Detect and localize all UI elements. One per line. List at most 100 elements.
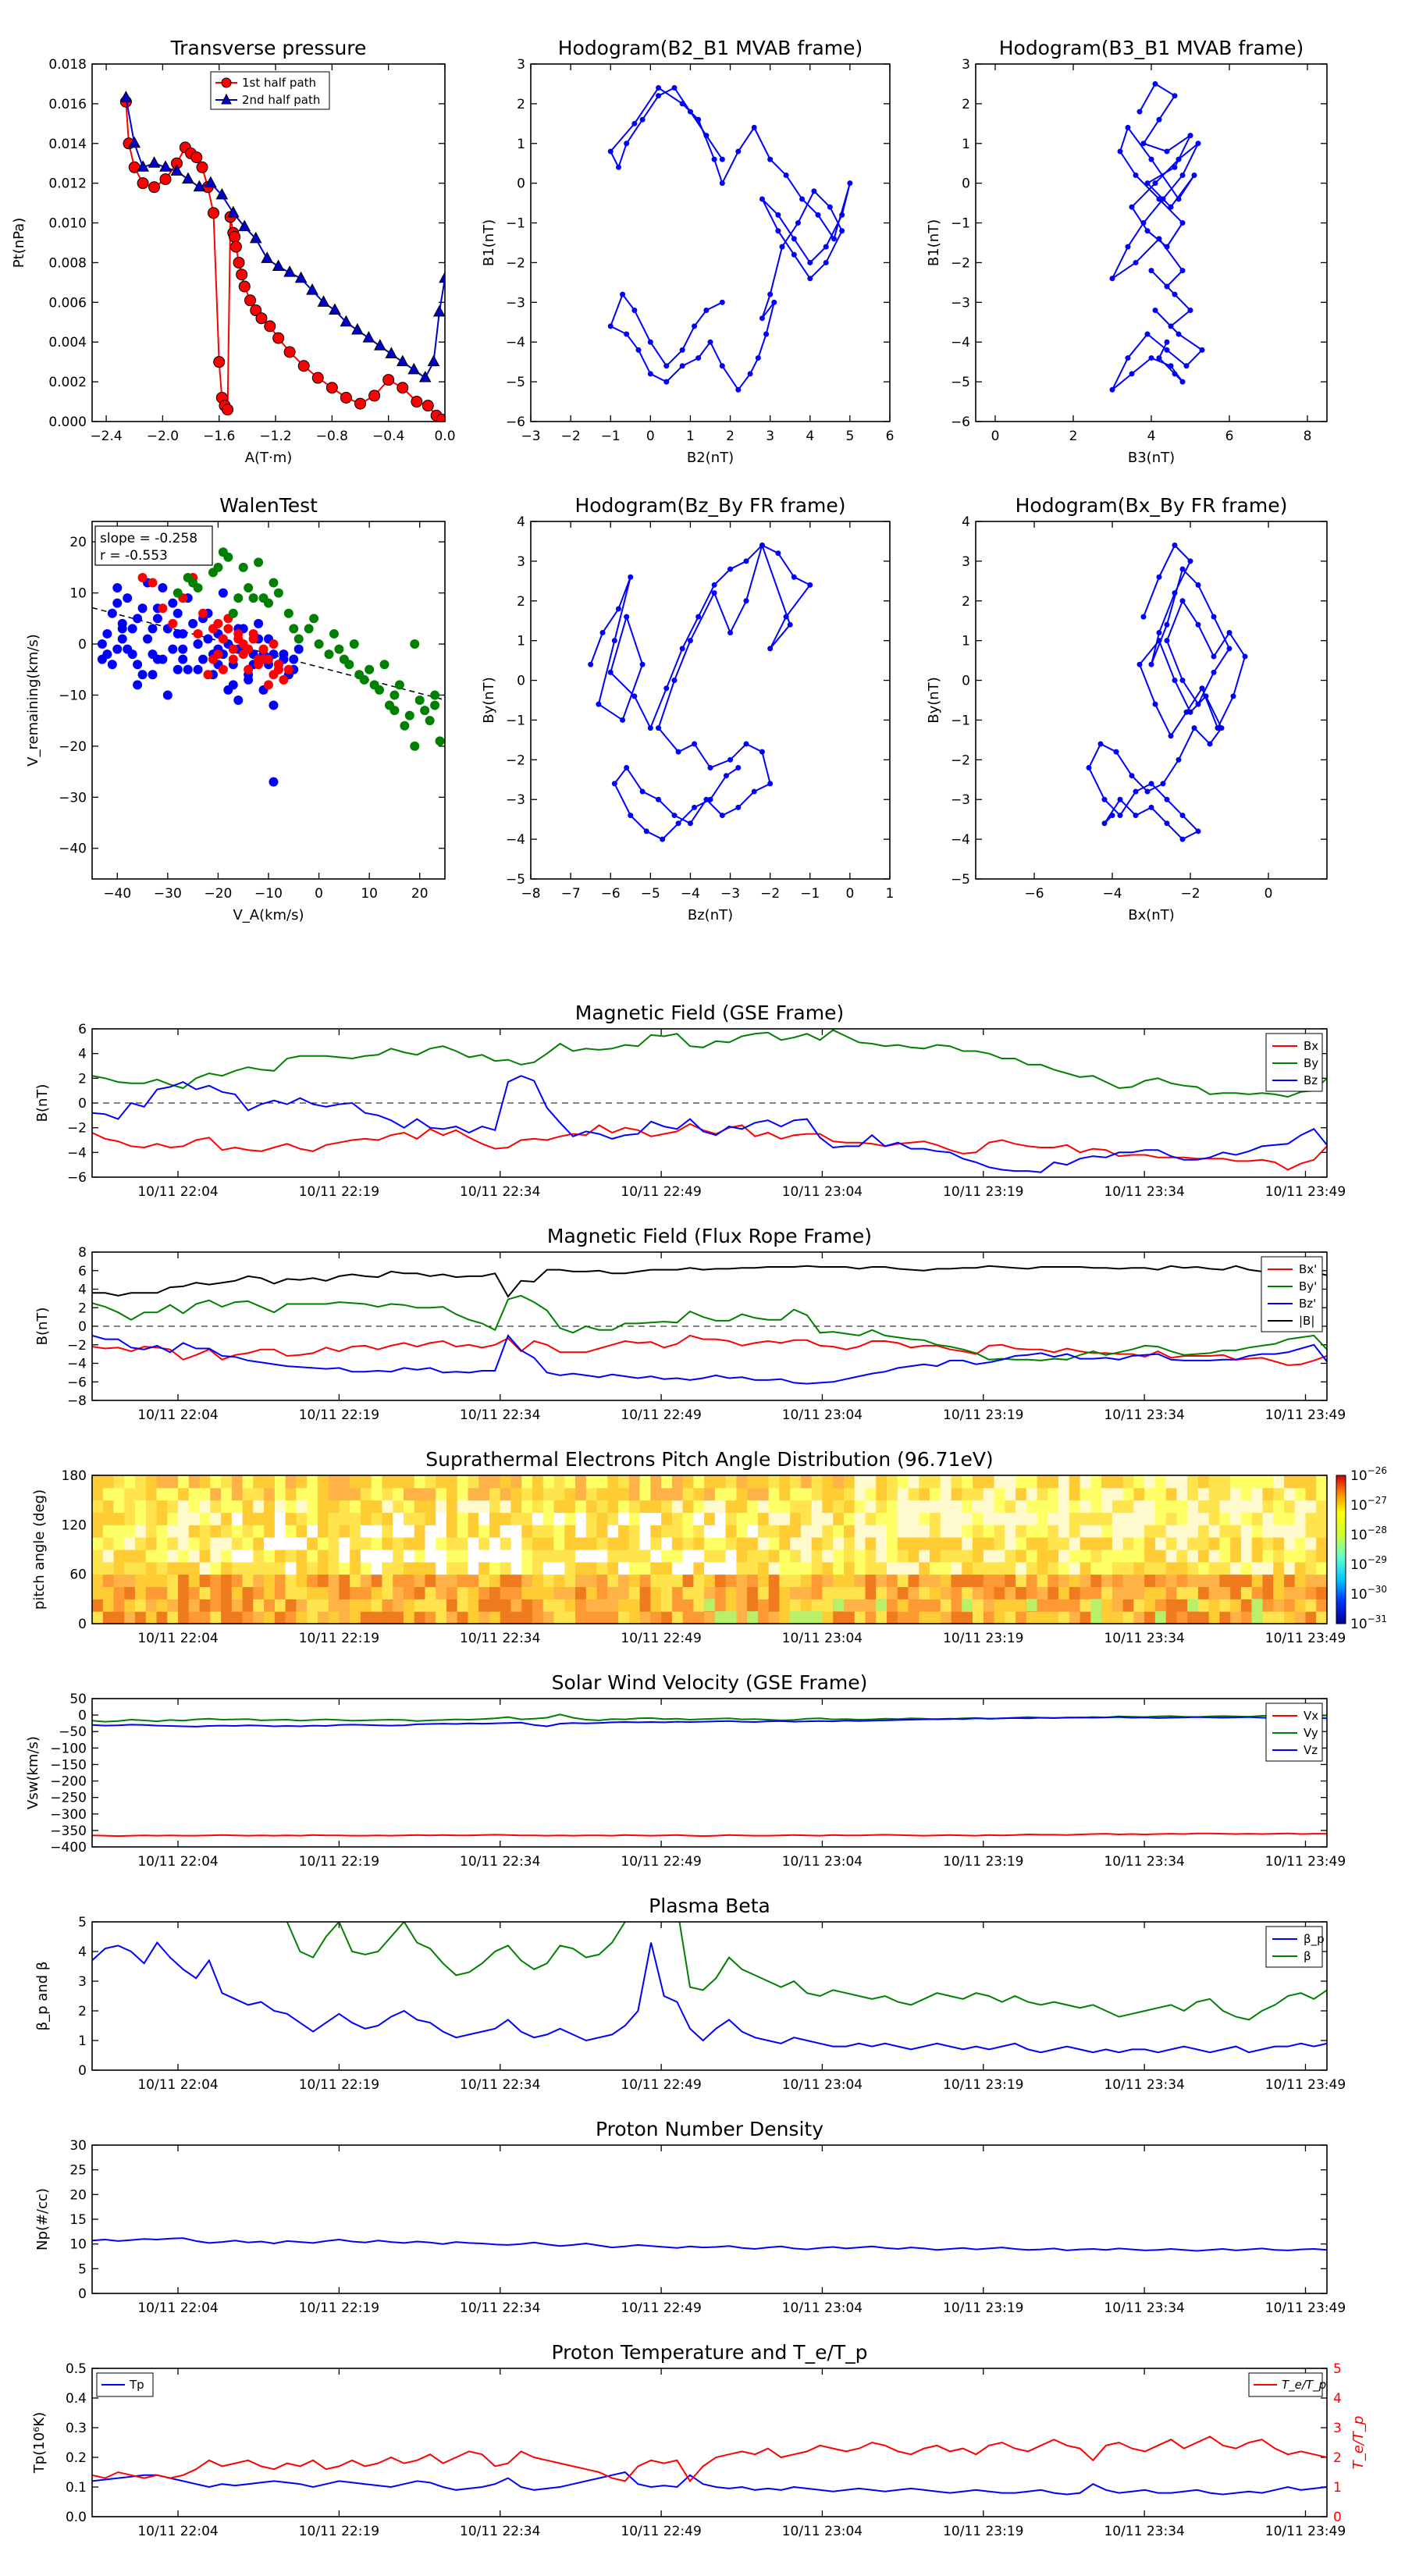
heatmap-cell	[779, 1587, 790, 1599]
heatmap-cell	[210, 1513, 221, 1525]
scatter-point	[168, 645, 177, 654]
panel-transverse-pressure: Transverse pressure0.0000.0020.0040.0060…	[11, 37, 456, 466]
heatmap-cell	[704, 1611, 715, 1624]
heatmap-cell	[866, 1475, 877, 1488]
heatmap-cell	[436, 1475, 446, 1488]
heatmap-cell	[909, 1537, 919, 1550]
scatter-point	[194, 639, 203, 649]
heatmap-cell	[135, 1513, 146, 1525]
heatmap-cell	[564, 1475, 575, 1488]
x-tick-label: −4	[681, 886, 700, 902]
heatmap-cell	[1198, 1562, 1209, 1574]
y-tick-label: 1	[962, 137, 970, 152]
scatter-point	[173, 589, 183, 598]
heatmap-cell	[200, 1599, 211, 1611]
heatmap-cell	[1263, 1599, 1274, 1611]
heatmap-cell	[339, 1587, 350, 1599]
heatmap-cell	[275, 1525, 286, 1537]
heatmap-cell	[167, 1475, 178, 1488]
y-tick-label: −50	[59, 1724, 87, 1740]
heatmap-cell	[146, 1513, 157, 1525]
heatmap-cell	[232, 1587, 243, 1599]
heatmap-cell	[468, 1574, 479, 1587]
x-axis-label: Bx(nT)	[1128, 907, 1174, 923]
hodogram-point	[1165, 283, 1170, 289]
heatmap-cell	[1316, 1513, 1327, 1525]
heatmap-cell	[683, 1488, 694, 1500]
x-tick-label: 10/11 23:34	[1104, 1184, 1184, 1200]
heatmap-cell	[769, 1525, 780, 1537]
scatter-point	[153, 614, 162, 623]
series-line	[92, 2472, 1327, 2495]
heatmap-cell	[1252, 1513, 1263, 1525]
heatmap-cell	[704, 1525, 715, 1537]
heatmap-cell	[414, 1513, 425, 1525]
heatmap-cell	[500, 1611, 511, 1624]
scatter-point	[229, 609, 238, 618]
scatter-point	[389, 690, 399, 699]
y-tick-label: 0.004	[48, 335, 87, 350]
hodogram-point	[1165, 347, 1170, 353]
y-axis-label: B(nT)	[34, 1084, 51, 1123]
legend-label: |B|	[1299, 1314, 1314, 1328]
heatmap-cell	[393, 1599, 404, 1611]
heatmap-cell	[543, 1488, 554, 1500]
x-tick-label: 10/11 23:49	[1265, 1184, 1346, 1200]
x-axis-label: V_A(km/s)	[233, 907, 304, 923]
heatmap-cell	[844, 1574, 855, 1587]
heatmap-cell	[1316, 1537, 1327, 1550]
hodogram-point	[1196, 828, 1201, 834]
heatmap-cell	[414, 1587, 425, 1599]
y-tick-label: −6	[951, 415, 970, 430]
heatmap-cell	[790, 1611, 801, 1624]
scatter-point	[233, 634, 243, 643]
hodogram-point	[823, 260, 829, 265]
heatmap-cell	[1069, 1537, 1080, 1550]
x-tick-label: 8	[1304, 429, 1312, 444]
heatmap-cell	[672, 1475, 683, 1488]
scatter-point	[178, 645, 187, 654]
heatmap-cell	[1187, 1574, 1198, 1587]
heatmap-cell	[1144, 1475, 1155, 1488]
data-point	[408, 364, 419, 374]
heatmap-cell	[103, 1500, 114, 1513]
heatmap-cell	[1198, 1599, 1209, 1611]
heatmap-cell	[296, 1525, 307, 1537]
heatmap-cell	[243, 1587, 254, 1599]
heatmap-cell	[597, 1525, 608, 1537]
heatmap-cell	[253, 1537, 264, 1550]
heatmap-cell	[994, 1574, 1005, 1587]
x-tick-label: −7	[561, 886, 581, 902]
heatmap-cell	[1080, 1599, 1091, 1611]
heatmap-cell	[650, 1500, 661, 1513]
heatmap-cell	[167, 1587, 178, 1599]
heatmap-cell	[790, 1537, 801, 1550]
y-tick-label: −4	[506, 335, 525, 350]
scatter-point	[233, 593, 243, 603]
scatter-point	[239, 563, 248, 572]
y-tick-label: −1	[506, 713, 525, 728]
heatmap-cell	[521, 1475, 532, 1488]
heatmap-cell	[554, 1550, 565, 1562]
axes-frame	[92, 2368, 1327, 2517]
heatmap-cell	[92, 1475, 103, 1488]
heatmap-cell	[941, 1537, 951, 1550]
heatmap-cell	[382, 1513, 393, 1525]
heatmap-cell	[478, 1537, 489, 1550]
heatmap-cell	[1155, 1537, 1166, 1550]
heatmap-cell	[683, 1525, 694, 1537]
panel-hodogram-b2-b1: Hodogram(B2_B1 MVAB frame)−6−5−4−3−2−101…	[481, 37, 894, 466]
heatmap-cell	[157, 1525, 168, 1537]
chart-title: Hodogram(B3_B1 MVAB frame)	[999, 37, 1304, 59]
x-tick-label: 10/11 23:04	[782, 2077, 863, 2093]
y-tick-label: −3	[506, 295, 525, 311]
heatmap-cell	[1133, 1574, 1144, 1587]
panel-plasma-beta: Plasma Beta012345β_p and β10/11 22:04 10/…	[34, 1895, 1346, 2093]
heatmap-cell	[693, 1513, 704, 1525]
hodogram-point	[1141, 141, 1147, 146]
panel-proton-temperature: Proton Temperature and T_e/T_p0.00.10.20…	[31, 2341, 1367, 2539]
heatmap-cell	[909, 1611, 919, 1624]
hodogram-point	[628, 813, 633, 818]
heatmap-cell	[1101, 1599, 1112, 1611]
heatmap-cell	[178, 1513, 189, 1525]
